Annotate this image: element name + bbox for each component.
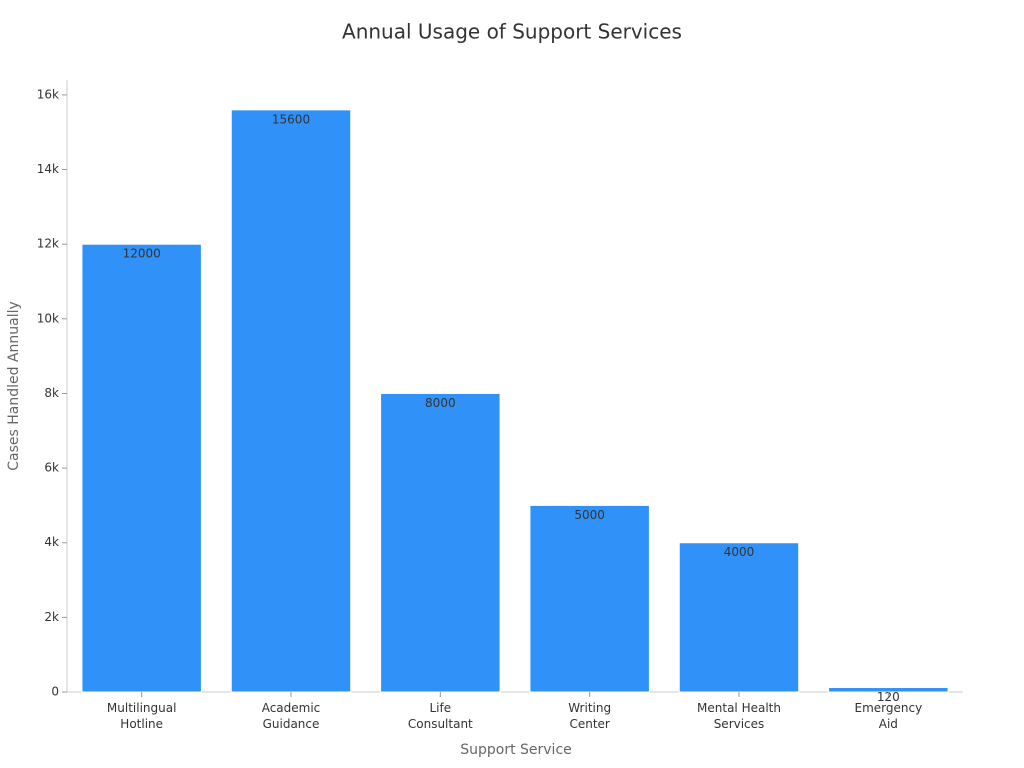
y-tick-label: 2k xyxy=(44,610,59,624)
value-label: 15600 xyxy=(272,112,310,126)
y-tick-label: 6k xyxy=(44,461,59,475)
y-tick-label: 0 xyxy=(51,685,59,699)
bar xyxy=(678,542,800,693)
y-tick-label: 4k xyxy=(44,535,59,549)
x-tick-label: Multilingual Hotline xyxy=(107,701,177,731)
value-label: 8000 xyxy=(425,396,456,410)
bar xyxy=(529,504,650,693)
x-tick-label: Mental Health Services xyxy=(697,701,781,731)
value-label: 12000 xyxy=(123,247,161,261)
value-label: 4000 xyxy=(724,545,755,559)
x-tick-label: Life Consultant xyxy=(408,701,473,731)
bar xyxy=(230,109,352,693)
bar xyxy=(380,392,501,693)
value-label: 120 xyxy=(877,690,900,704)
x-tick-label: Writing Center xyxy=(568,701,611,731)
value-label: 5000 xyxy=(574,508,605,522)
bar xyxy=(81,243,202,693)
y-tick-label: 14k xyxy=(37,162,59,176)
y-tick-label: 10k xyxy=(37,311,59,325)
y-tick-label: 16k xyxy=(37,87,59,101)
x-tick-label: Emergency Aid xyxy=(854,701,922,731)
y-tick-label: 12k xyxy=(37,237,59,251)
x-tick-label: Academic Guidance xyxy=(262,701,321,731)
chart-title: Annual Usage of Support Services xyxy=(342,20,682,44)
y-tick-label: 8k xyxy=(44,386,59,400)
x-axis-title: Support Service xyxy=(460,742,572,758)
y-axis-title: Cases Handled Annually xyxy=(6,301,22,471)
